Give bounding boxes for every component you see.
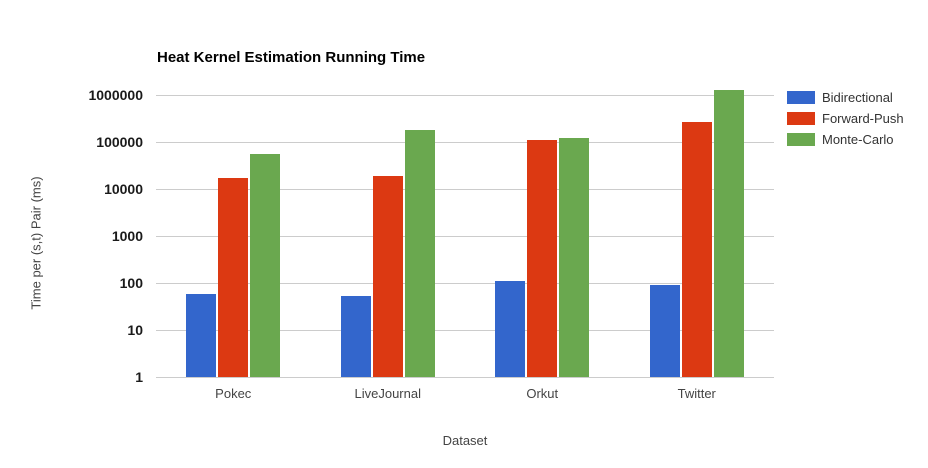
bar-forward-push-twitter — [681, 122, 712, 377]
legend-item-forward-push: Forward-Push — [787, 111, 904, 126]
bar-bidirectional-orkut — [495, 280, 526, 377]
category-label-livejournal: LiveJournal — [354, 386, 422, 401]
bar-monte-carlo-livejournal — [404, 130, 435, 377]
legend-label-forward-push: Forward-Push — [822, 111, 904, 126]
bar-monte-carlo-pokec — [250, 153, 281, 377]
bar-monte-carlo-orkut — [559, 138, 590, 377]
x-axis-title: Dataset — [442, 433, 488, 448]
category-label-twitter: Twitter — [677, 386, 716, 401]
gridline-100000 — [156, 142, 774, 143]
y-tick-label-100000: 100000 — [96, 134, 143, 150]
legend-item-bidirectional: Bidirectional — [787, 90, 904, 105]
bar-bidirectional-pokec — [186, 294, 217, 377]
bar-forward-push-livejournal — [372, 176, 403, 377]
y-tick-label-100: 100 — [119, 275, 143, 291]
y-tick-label-1000000: 1000000 — [88, 87, 143, 103]
y-tick-label-1000: 1000 — [111, 228, 143, 244]
gridline-100 — [156, 283, 774, 284]
bar-bidirectional-twitter — [649, 285, 680, 377]
legend-swatch-monte-carlo — [787, 133, 815, 146]
gridline-10000 — [156, 189, 774, 190]
bar-forward-push-pokec — [218, 178, 249, 377]
y-tick-label-1: 1 — [135, 369, 143, 385]
chart-title: Heat Kernel Estimation Running Time — [157, 49, 426, 66]
y-axis-title: Time per (s,t) Pair (ms) — [28, 176, 44, 310]
category-label-pokec: Pokec — [215, 386, 252, 401]
category-label-orkut: Orkut — [526, 386, 559, 401]
legend: Bidirectional Forward-Push Monte-Carlo — [787, 90, 904, 154]
legend-swatch-bidirectional — [787, 91, 815, 104]
legend-item-monte-carlo: Monte-Carlo — [787, 132, 904, 147]
bar-monte-carlo-twitter — [713, 90, 744, 377]
legend-label-monte-carlo: Monte-Carlo — [822, 132, 894, 147]
gridline-1 — [156, 377, 774, 378]
gridline-1000000 — [156, 95, 774, 96]
legend-swatch-forward-push — [787, 112, 815, 125]
gridline-10 — [156, 330, 774, 331]
gridline-1000 — [156, 236, 774, 237]
y-tick-label-10000: 10000 — [104, 181, 143, 197]
bar-forward-push-orkut — [527, 140, 558, 377]
bar-bidirectional-livejournal — [340, 296, 371, 377]
y-tick-label-10: 10 — [127, 322, 143, 338]
legend-label-bidirectional: Bidirectional — [822, 90, 893, 105]
